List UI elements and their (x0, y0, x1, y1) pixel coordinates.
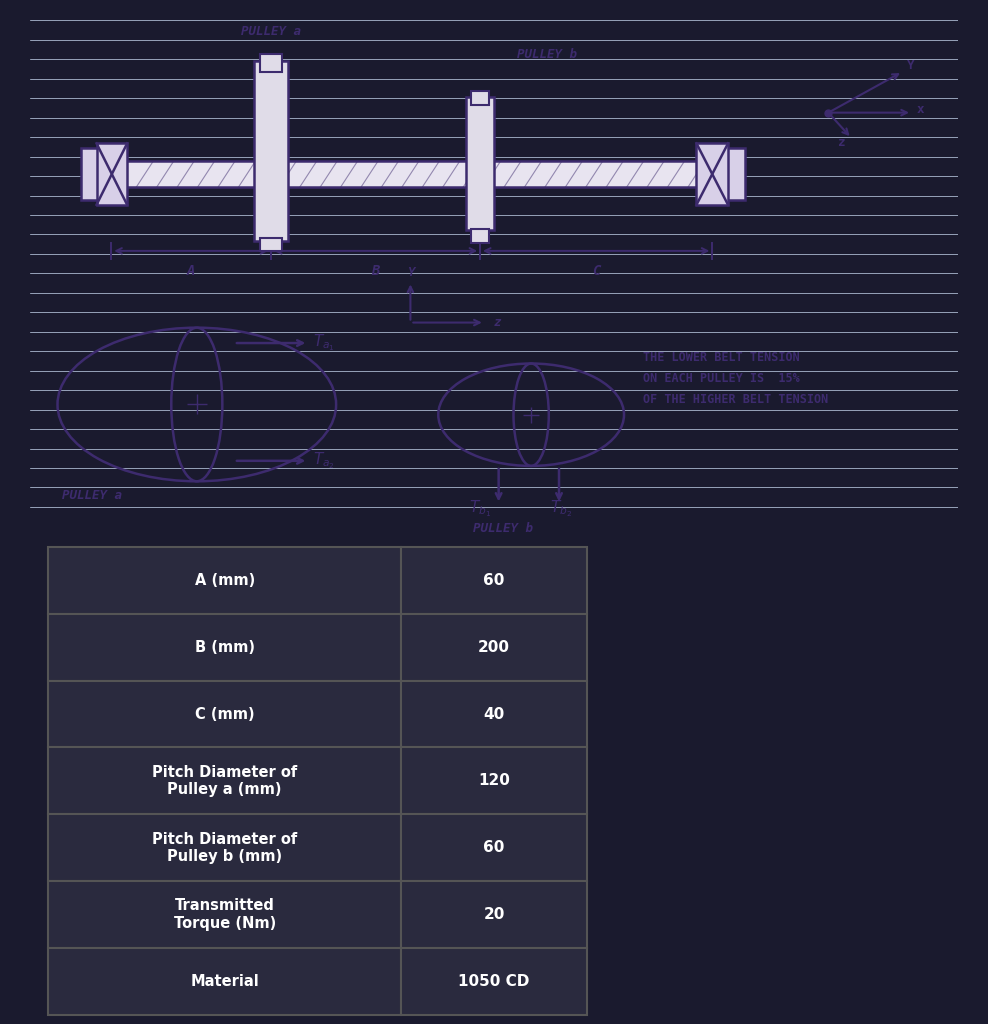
Bar (48, 948, 401, 1015)
Bar (401, 948, 587, 1015)
Text: $T_{b_2}$: $T_{b_2}$ (550, 498, 572, 518)
Text: $T_{a_2}$: $T_{a_2}$ (313, 451, 335, 471)
Bar (260, 239, 283, 251)
Text: PULLEY b: PULLEY b (473, 522, 534, 535)
Text: Y: Y (907, 59, 915, 72)
Text: THE LOWER BELT TENSION
ON EACH PULLEY IS  15%
OF THE HIGHER BELT TENSION: THE LOWER BELT TENSION ON EACH PULLEY IS… (642, 351, 828, 407)
Bar (81, 148, 99, 200)
Text: $T_{a_1}$: $T_{a_1}$ (313, 333, 335, 353)
Text: 1050 CD: 1050 CD (458, 974, 530, 989)
Text: Pitch Diameter of
Pulley a (mm): Pitch Diameter of Pulley a (mm) (152, 765, 297, 797)
Text: 60: 60 (483, 841, 505, 855)
Text: Pitch Diameter of
Pulley b (mm): Pitch Diameter of Pulley b (mm) (152, 831, 297, 864)
Text: $T_{b_1}$: $T_{b_1}$ (469, 498, 491, 518)
Text: z: z (494, 316, 502, 329)
Text: 200: 200 (478, 640, 510, 654)
Bar (697, 143, 728, 205)
Bar (726, 148, 745, 200)
Bar (48, 547, 401, 613)
Bar (401, 748, 587, 814)
Bar (254, 61, 288, 241)
Bar (260, 53, 283, 72)
Bar (401, 681, 587, 748)
Text: PULLEY a: PULLEY a (241, 26, 301, 39)
Bar (48, 881, 401, 948)
Text: Material: Material (191, 974, 259, 989)
Bar (401, 547, 587, 613)
Bar (48, 613, 401, 681)
Bar (466, 97, 494, 230)
Text: x: x (917, 102, 924, 116)
Text: PULLEY b: PULLEY b (518, 48, 577, 61)
Bar (470, 91, 489, 105)
Bar (48, 748, 401, 814)
Text: 20: 20 (483, 907, 505, 922)
Bar (470, 229, 489, 244)
Text: C: C (592, 264, 601, 278)
Text: 60: 60 (483, 572, 505, 588)
Bar (97, 143, 127, 205)
Text: A: A (187, 264, 196, 278)
Text: B (mm): B (mm) (195, 640, 255, 654)
Bar (123, 161, 699, 186)
Text: B: B (371, 264, 379, 278)
Bar (48, 814, 401, 881)
Bar (401, 881, 587, 948)
Text: 120: 120 (478, 773, 510, 788)
Text: C (mm): C (mm) (195, 707, 255, 722)
Bar (401, 814, 587, 881)
Text: z: z (838, 136, 845, 148)
Text: A (mm): A (mm) (195, 572, 255, 588)
Text: Transmitted
Torque (Nm): Transmitted Torque (Nm) (174, 898, 276, 931)
Text: 40: 40 (483, 707, 505, 722)
Text: Y: Y (407, 266, 414, 280)
Bar (401, 613, 587, 681)
Text: PULLEY a: PULLEY a (62, 488, 123, 502)
Bar (48, 681, 401, 748)
